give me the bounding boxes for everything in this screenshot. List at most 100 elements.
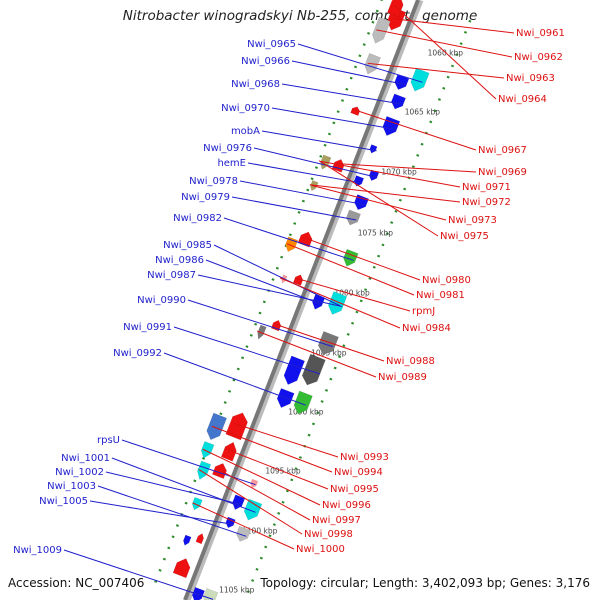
- feature-nwi-0996-shape: [201, 441, 215, 459]
- feature-nwi-0987-shape: [328, 291, 348, 315]
- gene-label-plus: Nwi_0979: [181, 192, 230, 203]
- feature-nwi-0979-shape: [346, 209, 361, 226]
- kbp-tick-label: 1080 kbp: [334, 288, 370, 297]
- feature-nwi-0992b-shape: [293, 390, 313, 415]
- leader-line-plus: [261, 130, 377, 152]
- leader-line-plus: [105, 471, 242, 506]
- gene-label-plus: Nwi_0978: [189, 176, 238, 187]
- feature-nwi-1003: [236, 525, 251, 542]
- kbp-tick-label: 1070 kbp: [381, 167, 417, 176]
- leader-line-minus: [335, 162, 477, 173]
- gene-label-minus: Nwi_0969: [478, 167, 527, 178]
- leader-line-plus: [297, 43, 423, 83]
- feature-nwi-0979: [346, 209, 361, 226]
- feature-nwi-0990-shape: [317, 331, 339, 356]
- feature-nwi-0968: [391, 93, 406, 110]
- leader-line-plus: [205, 259, 322, 305]
- leader-line-plus: [247, 162, 363, 184]
- feature-nwi-0992: [283, 355, 305, 385]
- leader-line-plus: [253, 147, 378, 178]
- leader-line-minus: [376, 29, 513, 58]
- gene-label-plus: Nwi_0965: [247, 39, 296, 50]
- gene-label-plus: Nwi_0968: [231, 79, 280, 90]
- leader-line-minus: [202, 448, 321, 506]
- gene-label-plus: Nwi_0982: [173, 213, 222, 224]
- gene-label-plus: Nwi_0990: [137, 295, 186, 306]
- gene-label-minus: Nwi_0971: [462, 182, 511, 193]
- feature-nwi-1002: [232, 494, 246, 510]
- feature-nwi-1006: [172, 558, 191, 579]
- leader-line-plus: [231, 196, 357, 221]
- leader-line-plus: [271, 107, 396, 130]
- leader-line-plus: [63, 549, 214, 600]
- backbone-line: [183, 0, 420, 600]
- feature-nwi-1003-shape: [236, 525, 251, 542]
- feature-nwi-0978-shape: [354, 194, 369, 211]
- leader-line-minus: [351, 108, 477, 151]
- gene-label-minus: Nwi_0995: [330, 484, 379, 495]
- leader-line-plus: [281, 83, 402, 105]
- feature-nwi-0991: [301, 353, 326, 386]
- gene-label-plus: Nwi_0966: [241, 56, 290, 67]
- feature-nwi-1009: [202, 588, 219, 600]
- leader-line-minus: [320, 160, 461, 188]
- feature-nwi-1001-shape: [243, 498, 263, 521]
- gene-label-minus: rpmJ: [412, 306, 435, 317]
- gene-label-plus: Nwi_1005: [39, 496, 88, 507]
- leader-line-minus: [311, 184, 447, 221]
- feature-nwi-1004-shape: [183, 534, 192, 546]
- gene-label-minus: Nwi_0997: [312, 515, 361, 526]
- feature-nwi-0998: [197, 460, 212, 480]
- leader-line-minus: [211, 425, 333, 473]
- leader-line-minus: [367, 62, 505, 79]
- leader-line-plus: [213, 244, 341, 307]
- feature-nwi-0992b: [293, 390, 313, 415]
- feature-nwi-1001: [243, 498, 263, 521]
- feature-nwi-0992-shape: [283, 355, 305, 385]
- gene-label-minus: Nwi_0964: [498, 94, 547, 105]
- leader-line-plus: [197, 274, 343, 307]
- leader-line-minus: [286, 243, 415, 296]
- gene-label-minus: Nwi_0984: [402, 323, 451, 334]
- kbp-tick-label: 1065 kbp: [405, 107, 441, 116]
- feature-nwi-0962: [372, 16, 391, 44]
- feature-nwi-0970: [382, 115, 401, 136]
- feature-nwi-0999-shape: [195, 533, 204, 545]
- gene-label-plus: Nwi_0976: [203, 143, 252, 154]
- feature-rpmj: [292, 274, 304, 286]
- leader-line-plus: [173, 326, 321, 375]
- feature-nwi-0997: [212, 463, 227, 479]
- leader-line-plus: [223, 217, 354, 261]
- leader-line-minus: [279, 277, 401, 329]
- leader-line-minus: [226, 448, 329, 490]
- gene-label-plus: Nwi_0970: [221, 103, 270, 114]
- gene-label-minus: Nwi_0973: [448, 215, 497, 226]
- gene-label-plus: rpsU: [97, 435, 120, 446]
- gene-label-minus: Nwi_0998: [304, 529, 353, 540]
- leader-line-minus: [392, 3, 497, 100]
- gene-label-minus: Nwi_0988: [386, 356, 435, 367]
- gene-label-plus: Nwi_1003: [47, 481, 96, 492]
- gene-label-minus: Nwi_0981: [416, 290, 465, 301]
- feature-nwi-1002-shape: [232, 494, 246, 510]
- feature-nwi-0997-shape: [212, 463, 227, 479]
- kbp-tick-label: 1075 kbp: [358, 228, 394, 237]
- accession-text: Accession: NC_007406: [8, 576, 145, 590]
- gene-label-plus: Nwi_0986: [155, 255, 204, 266]
- kbp-tick-label: 1105 kbp: [219, 585, 255, 594]
- gene-label-plus: Nwi_0985: [163, 240, 212, 251]
- leader-line-plus: [89, 500, 234, 526]
- feature-nwi-1004: [183, 534, 192, 546]
- gene-label-plus: Nwi_0992: [113, 348, 162, 359]
- feature-layer: [172, 0, 430, 600]
- gene-label-plus: Nwi_0991: [123, 322, 172, 333]
- leader-line-plus: [239, 180, 365, 206]
- gene-label-plus: Nwi_1009: [13, 545, 62, 556]
- leader-line-minus: [257, 330, 377, 378]
- gene-label-plus: Nwi_0987: [147, 270, 196, 281]
- leader-line-plus: [111, 457, 256, 513]
- genome-summary-text: Topology: circular; Length: 3,402,093 bp…: [260, 576, 590, 590]
- feature-nwi-0968-shape: [391, 93, 406, 110]
- leader-line-plus: [97, 485, 247, 537]
- feature-nwi-0998-shape: [197, 460, 212, 480]
